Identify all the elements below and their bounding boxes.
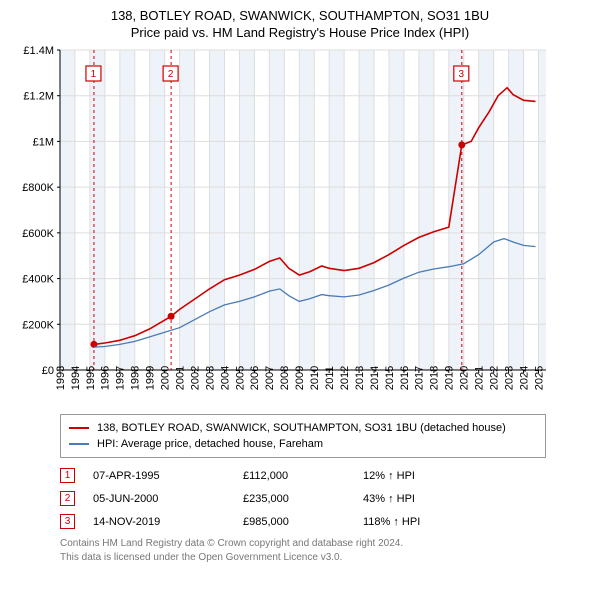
svg-text:2018: 2018 (429, 366, 441, 390)
svg-text:1997: 1997 (115, 366, 127, 390)
svg-text:£1.2M: £1.2M (23, 91, 54, 103)
svg-text:1993: 1993 (55, 366, 67, 390)
svg-text:2021: 2021 (474, 366, 486, 390)
chart-container: 138, BOTLEY ROAD, SWANWICK, SOUTHAMPTON,… (0, 0, 600, 570)
legend-row: 138, BOTLEY ROAD, SWANWICK, SOUTHAMPTON,… (69, 420, 537, 436)
svg-text:2010: 2010 (309, 366, 321, 390)
svg-text:2001: 2001 (174, 366, 186, 390)
title-block: 138, BOTLEY ROAD, SWANWICK, SOUTHAMPTON,… (10, 8, 590, 40)
svg-text:£600K: £600K (22, 228, 54, 240)
svg-text:2009: 2009 (294, 366, 306, 390)
svg-text:2015: 2015 (384, 366, 396, 390)
event-pct: 12% ↑ HPI (363, 470, 546, 482)
title-subtitle: Price paid vs. HM Land Registry's House … (10, 25, 590, 40)
svg-text:1998: 1998 (130, 366, 142, 390)
legend-swatch-icon (69, 443, 89, 445)
event-date: 07-APR-1995 (93, 470, 243, 482)
event-price: £235,000 (243, 493, 363, 505)
svg-text:2008: 2008 (279, 366, 291, 390)
svg-text:2007: 2007 (264, 366, 276, 390)
svg-text:2006: 2006 (249, 366, 261, 390)
svg-text:1995: 1995 (85, 366, 97, 390)
svg-text:2024: 2024 (518, 366, 530, 390)
event-date: 14-NOV-2019 (93, 516, 243, 528)
legend: 138, BOTLEY ROAD, SWANWICK, SOUTHAMPTON,… (60, 414, 546, 458)
title-address: 138, BOTLEY ROAD, SWANWICK, SOUTHAMPTON,… (10, 8, 590, 23)
event-row: 1 07-APR-1995 £112,000 12% ↑ HPI (60, 464, 546, 487)
event-row: 2 05-JUN-2000 £235,000 43% ↑ HPI (60, 487, 546, 510)
svg-text:2017: 2017 (414, 366, 426, 390)
svg-text:2: 2 (168, 69, 174, 80)
svg-text:1: 1 (91, 69, 97, 80)
footer-line: Contains HM Land Registry data © Crown c… (60, 537, 546, 551)
legend-row: HPI: Average price, detached house, Fare… (69, 436, 537, 452)
svg-text:2003: 2003 (204, 366, 216, 390)
svg-text:£1M: £1M (33, 136, 54, 148)
svg-text:£400K: £400K (22, 274, 54, 286)
event-pct: 43% ↑ HPI (363, 493, 546, 505)
footer-line: This data is licensed under the Open Gov… (60, 551, 546, 565)
svg-text:£0: £0 (42, 365, 54, 377)
svg-text:2016: 2016 (399, 366, 411, 390)
svg-text:2011: 2011 (324, 366, 336, 390)
svg-text:2000: 2000 (160, 366, 172, 390)
event-pct: 118% ↑ HPI (363, 516, 546, 528)
svg-text:2004: 2004 (219, 366, 231, 390)
footer: Contains HM Land Registry data © Crown c… (60, 537, 546, 564)
svg-text:1994: 1994 (70, 366, 82, 390)
svg-text:2025: 2025 (533, 366, 545, 390)
event-marker-icon: 1 (60, 468, 75, 483)
svg-text:1996: 1996 (100, 366, 112, 390)
legend-label: 138, BOTLEY ROAD, SWANWICK, SOUTHAMPTON,… (97, 420, 506, 436)
event-marker-icon: 2 (60, 491, 75, 506)
svg-text:2022: 2022 (489, 366, 501, 390)
events-table: 1 07-APR-1995 £112,000 12% ↑ HPI 2 05-JU… (60, 464, 546, 533)
event-date: 05-JUN-2000 (93, 493, 243, 505)
svg-text:2002: 2002 (189, 366, 201, 390)
svg-text:2020: 2020 (459, 366, 471, 390)
svg-text:3: 3 (459, 69, 465, 80)
svg-text:2019: 2019 (444, 366, 456, 390)
svg-text:£1.4M: £1.4M (23, 45, 54, 57)
event-marker-icon: 3 (60, 514, 75, 529)
svg-text:2023: 2023 (503, 366, 515, 390)
event-price: £112,000 (243, 470, 363, 482)
svg-text:2005: 2005 (234, 366, 246, 390)
legend-swatch-icon (69, 427, 89, 429)
event-price: £985,000 (243, 516, 363, 528)
svg-text:2014: 2014 (369, 366, 381, 390)
legend-label: HPI: Average price, detached house, Fare… (97, 436, 323, 452)
svg-text:£200K: £200K (22, 319, 54, 331)
chart: £0£200K£400K£600K£800K£1M£1.2M£1.4M19931… (10, 44, 590, 406)
svg-text:£800K: £800K (22, 182, 54, 194)
chart-svg: £0£200K£400K£600K£800K£1M£1.2M£1.4M19931… (10, 44, 590, 406)
svg-text:2013: 2013 (354, 366, 366, 390)
event-row: 3 14-NOV-2019 £985,000 118% ↑ HPI (60, 510, 546, 533)
svg-text:2012: 2012 (339, 366, 351, 390)
svg-text:1999: 1999 (145, 366, 157, 390)
